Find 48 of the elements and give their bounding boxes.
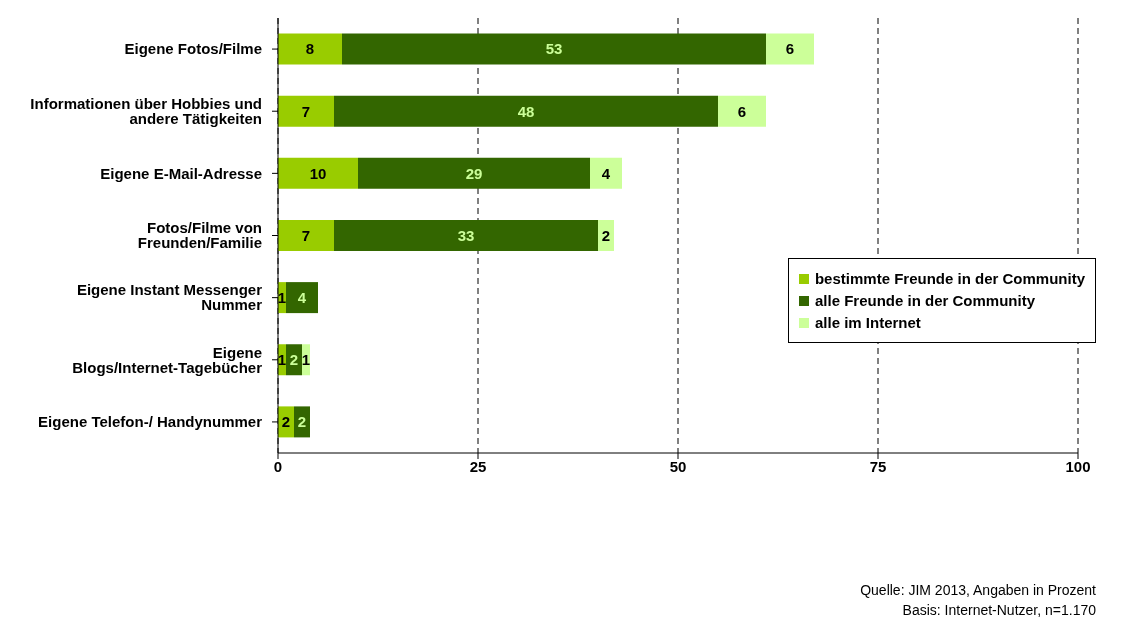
- data-label: 33: [457, 226, 475, 244]
- data-label: 8: [305, 40, 315, 58]
- data-label: 7: [301, 102, 311, 120]
- y-tick-label: Eigene E-Mail-Adresse: [100, 164, 262, 182]
- data-label: 48: [517, 102, 535, 120]
- data-label: 53: [545, 40, 563, 58]
- legend-label: alle Freunde in der Community: [813, 292, 1036, 309]
- x-tick-label: 25: [469, 457, 487, 475]
- legend-label: bestimmte Freunde in der Community: [813, 270, 1085, 287]
- bar: [766, 33, 814, 65]
- data-label: 7: [301, 226, 311, 244]
- x-tick-label: 0: [273, 457, 283, 475]
- y-tick-label: Fotos/Filme von Freunden/Familie: [137, 219, 262, 252]
- source-note: Quelle: JIM 2013, Angaben in Prozent: [860, 581, 1096, 600]
- bar: [278, 219, 334, 251]
- bar: [286, 282, 318, 314]
- y-tick-label: Informationen über Hobbies und andere Tätigkeiten: [30, 95, 262, 128]
- data-label: 1: [277, 351, 287, 369]
- data-label: 6: [785, 40, 795, 58]
- bar: [278, 33, 342, 65]
- bar: [278, 95, 334, 127]
- bar: [590, 157, 622, 189]
- data-label: 2: [289, 351, 299, 369]
- text: Basis: Internet-Nutzer, n=1.170: [901, 601, 1096, 620]
- data-label: 2: [601, 226, 611, 244]
- data-label: 1: [301, 351, 311, 369]
- y-tick-label: Eigene Instant Messenger Nummer: [76, 281, 263, 314]
- y-tick-label: Eigene Telefon-/ Handynummer: [38, 413, 263, 431]
- legend-label: alle im Internet: [813, 314, 922, 331]
- data-label: 4: [297, 288, 307, 306]
- data-label: 1: [277, 288, 287, 306]
- bar: [334, 95, 718, 127]
- data-label: 6: [737, 102, 747, 120]
- y-tick-label: Eigene Blogs/Internet-Tagebücher: [72, 343, 263, 376]
- x-tick-label: 100: [1065, 457, 1091, 475]
- bar: [358, 157, 590, 189]
- data-label: 29: [465, 164, 483, 182]
- bar: [334, 219, 598, 251]
- data-label: 2: [297, 413, 307, 431]
- y-tick-label: Eigene Fotos/Filme: [124, 40, 262, 58]
- bar: [278, 157, 358, 189]
- x-tick-label: 75: [869, 457, 887, 475]
- data-label: 4: [601, 164, 611, 182]
- bar: [342, 33, 766, 65]
- data-label: 2: [281, 413, 291, 431]
- x-tick-label: 50: [669, 457, 687, 475]
- bar: [718, 95, 766, 127]
- data-label: 10: [309, 164, 327, 182]
